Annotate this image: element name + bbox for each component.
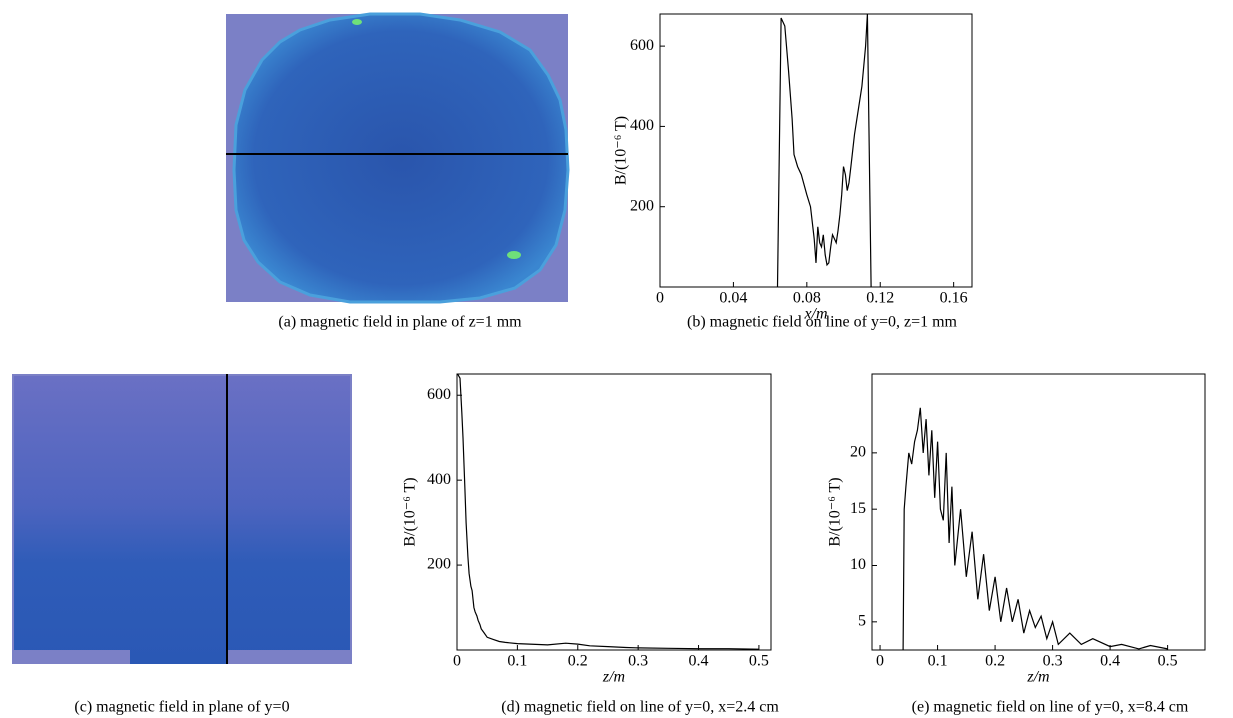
caption: (d) magnetic field on line of y=0, x=2.4… bbox=[501, 699, 779, 716]
y-tick-label: 400 bbox=[427, 471, 451, 488]
y-axis-label: B/(10⁻⁶ T) bbox=[613, 116, 630, 185]
caption: (b) magnetic field on line of y=0, z=1 m… bbox=[687, 314, 958, 331]
x-tick-label: 0.1 bbox=[928, 653, 948, 670]
x-tick-label: 0.5 bbox=[749, 653, 769, 670]
y-tick-label: 15 bbox=[850, 500, 866, 517]
x-tick-label: 0.08 bbox=[793, 290, 821, 307]
y-tick-label: 600 bbox=[427, 386, 451, 403]
x-tick-label: 0.5 bbox=[1158, 653, 1178, 670]
x-axis-label: z/m bbox=[602, 669, 625, 686]
x-tick-label: 0.2 bbox=[568, 653, 588, 670]
data-line bbox=[457, 374, 759, 650]
plot-frame bbox=[456, 373, 772, 651]
x-tick-label: 0 bbox=[876, 653, 884, 670]
y-tick-label: 10 bbox=[850, 556, 866, 573]
y-tick-label: 5 bbox=[858, 613, 866, 630]
data-line bbox=[776, 14, 872, 287]
y-tick-label: 200 bbox=[630, 197, 654, 214]
x-tick-label: 0.04 bbox=[719, 290, 747, 307]
x-axis-label: x/m bbox=[803, 306, 827, 323]
panel-c-image bbox=[12, 374, 352, 664]
caption: (a) magnetic field in plane of z=1 mm bbox=[278, 314, 522, 331]
y-axis-label: B/(10⁻⁶ T) bbox=[827, 477, 844, 546]
y-tick-label: 600 bbox=[630, 37, 654, 54]
data-line bbox=[902, 407, 1168, 650]
x-tick-label: 0.12 bbox=[866, 290, 894, 307]
x-tick-label: 0 bbox=[656, 290, 664, 307]
y-tick-label: 20 bbox=[850, 444, 866, 461]
x-tick-label: 0.3 bbox=[628, 653, 648, 670]
x-tick-label: 0.4 bbox=[689, 653, 709, 670]
x-tick-label: 0.16 bbox=[940, 290, 968, 307]
y-tick-label: 200 bbox=[427, 556, 451, 573]
y-axis-label: B/(10⁻⁶ T) bbox=[402, 477, 419, 546]
x-axis-label: z/m bbox=[1026, 669, 1049, 686]
x-tick-label: 0.1 bbox=[507, 653, 527, 670]
plot-frame bbox=[659, 13, 973, 288]
panel-a-image bbox=[226, 12, 570, 304]
y-tick-label: 400 bbox=[630, 117, 654, 134]
x-tick-label: 0.4 bbox=[1100, 653, 1120, 670]
x-tick-label: 0.3 bbox=[1043, 653, 1063, 670]
x-tick-label: 0.2 bbox=[985, 653, 1005, 670]
plot-frame bbox=[871, 373, 1206, 651]
caption: (e) magnetic field on line of y=0, x=8.4… bbox=[912, 699, 1189, 716]
caption: (c) magnetic field in plane of y=0 bbox=[74, 699, 289, 716]
x-tick-label: 0 bbox=[453, 653, 461, 670]
